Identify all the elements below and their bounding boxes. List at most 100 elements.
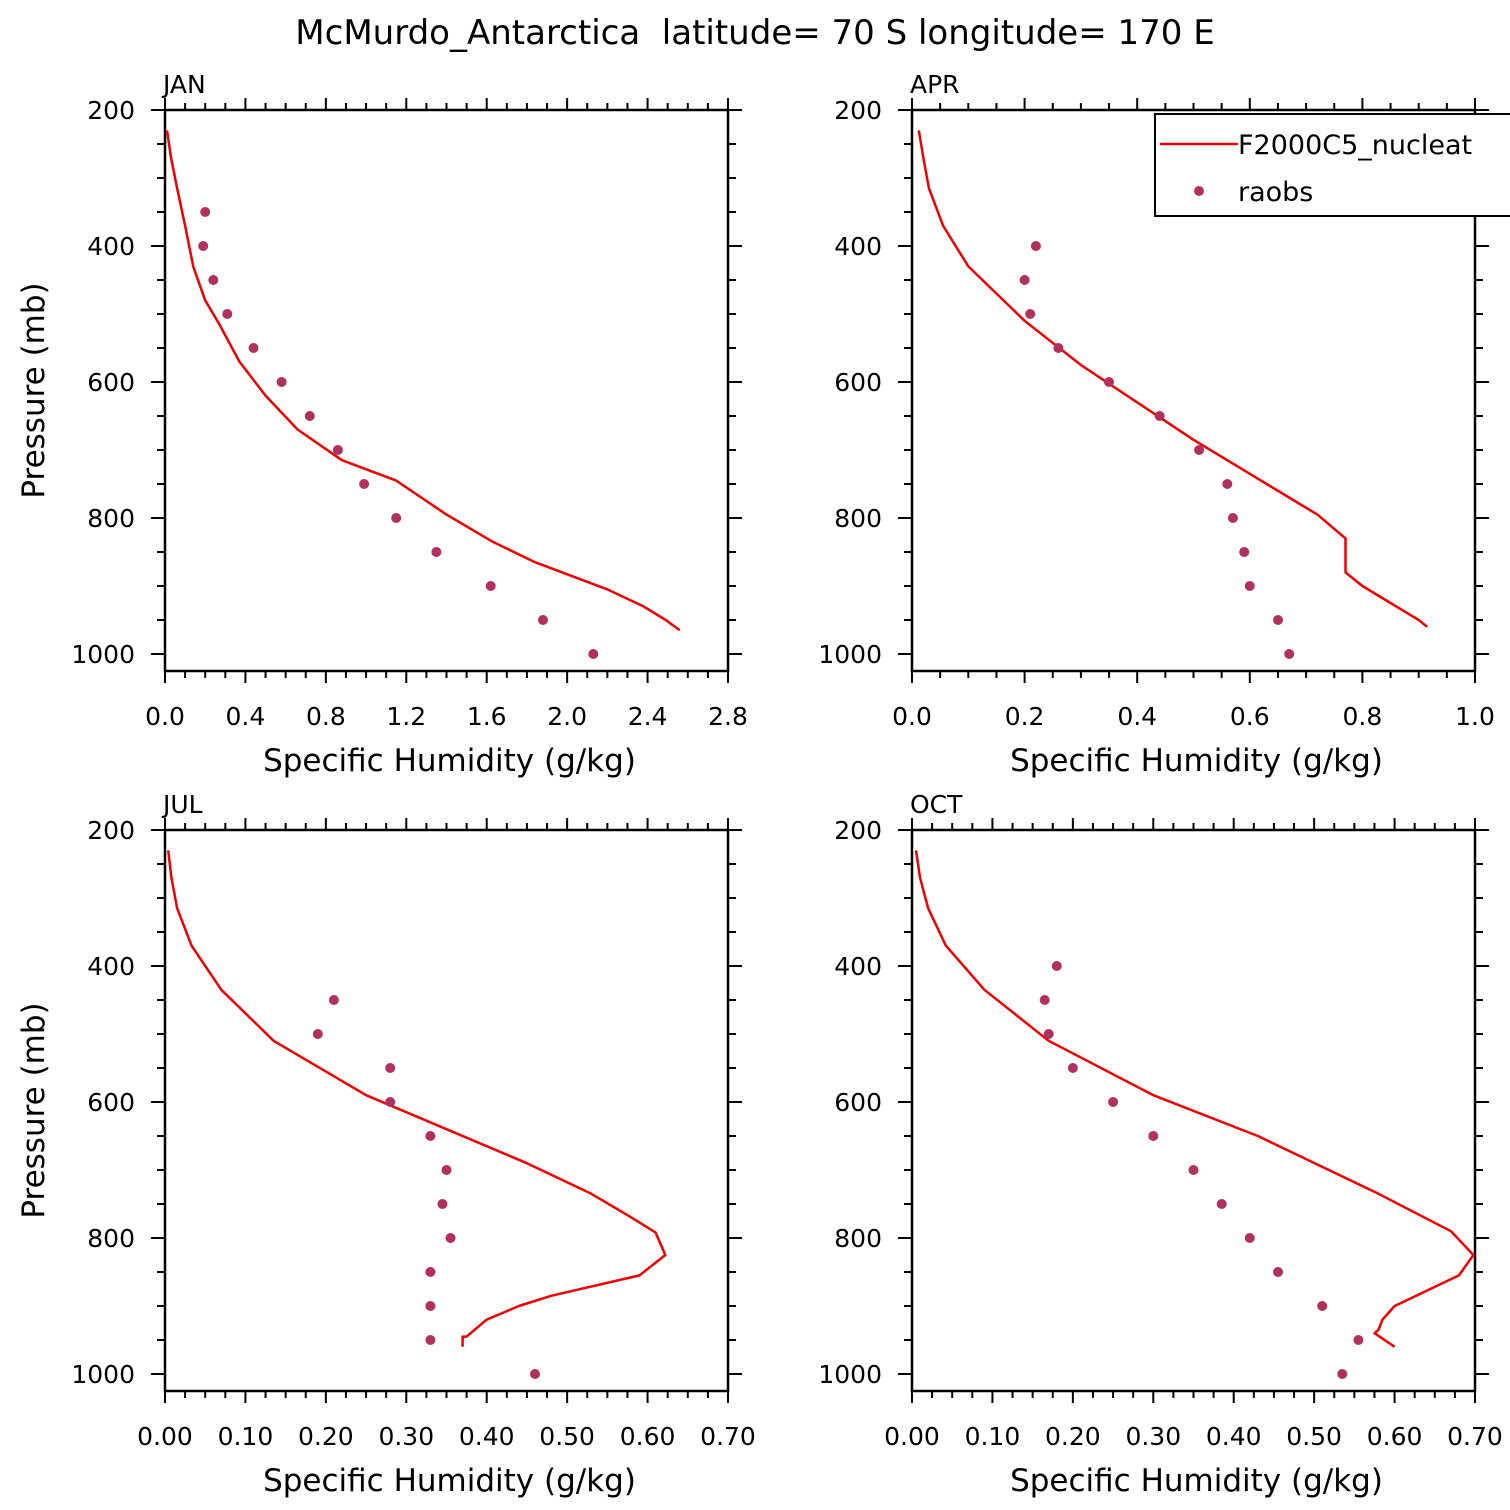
x-tick-label: 0.0 bbox=[145, 702, 185, 731]
obs-point bbox=[332, 445, 343, 455]
obs-point bbox=[431, 547, 442, 557]
x-tick-label: 0.70 bbox=[700, 1422, 756, 1451]
y-tick-label: 200 bbox=[87, 816, 135, 845]
x-axis-title: Specific Humidity (g/kg) bbox=[1010, 1463, 1383, 1499]
legend-obs-marker-sample bbox=[1194, 186, 1204, 196]
obs-point bbox=[1353, 1335, 1364, 1345]
obs-point bbox=[276, 377, 287, 387]
obs-point bbox=[1154, 411, 1165, 421]
y-tick-label: 600 bbox=[87, 368, 135, 397]
panel-label: OCT bbox=[910, 790, 963, 819]
y-tick-label: 800 bbox=[834, 504, 882, 533]
x-tick-label: 0.0 bbox=[892, 702, 932, 731]
panel-apr: 0.0 0.2 0.4 0.6 0.8 1.0 200 400 600 800 1000 APR Spe… bbox=[818, 70, 1495, 779]
obs-point bbox=[425, 1267, 436, 1277]
x-axis-title: Specific Humidity (g/kg) bbox=[263, 743, 636, 779]
obs-point bbox=[588, 649, 599, 659]
obs-point bbox=[1222, 479, 1233, 489]
obs-point bbox=[222, 309, 233, 319]
x-tick-label: 0.4 bbox=[1117, 702, 1157, 731]
obs-point bbox=[1273, 1267, 1283, 1277]
y-tick-label: 800 bbox=[87, 504, 135, 533]
y-tick-label: 400 bbox=[87, 952, 135, 981]
y-tick-label: 200 bbox=[834, 96, 882, 125]
obs-point bbox=[1244, 1233, 1255, 1243]
x-tick-label: 0.20 bbox=[1045, 1422, 1101, 1451]
obs-point bbox=[1216, 1199, 1227, 1209]
y-tick-label: 400 bbox=[87, 232, 135, 261]
plot-frame bbox=[163, 828, 730, 1393]
obs-point bbox=[1039, 995, 1050, 1005]
obs-point bbox=[1148, 1131, 1159, 1141]
y-tick-label: 400 bbox=[834, 952, 882, 981]
x-tick-label: 0.60 bbox=[1367, 1422, 1423, 1451]
x-tick-label: 0.8 bbox=[1343, 702, 1383, 731]
x-tick-label: 0.70 bbox=[1447, 1422, 1503, 1451]
obs-point bbox=[1337, 1369, 1348, 1379]
x-tick-label: 0.40 bbox=[459, 1422, 515, 1451]
y-tick-label: 1000 bbox=[818, 640, 882, 669]
x-tick-label: 0.8 bbox=[306, 702, 346, 731]
obs-point bbox=[1067, 1063, 1078, 1073]
model-series-line bbox=[914, 850, 1475, 1348]
x-tick-label: 2.0 bbox=[547, 702, 587, 731]
obs-point bbox=[425, 1335, 436, 1345]
x-tick-label: 0.10 bbox=[218, 1422, 274, 1451]
obs-point bbox=[248, 343, 259, 353]
obs-point bbox=[425, 1301, 436, 1311]
x-tick-label: 2.8 bbox=[708, 702, 748, 731]
x-tick-label: 2.4 bbox=[628, 702, 668, 731]
panel-jan: 0.0 0.4 0.8 1.2 1.6 2.0 2.4 2.8 200 400 600 800 1000… bbox=[16, 70, 748, 779]
obs-point bbox=[1043, 1029, 1054, 1039]
x-tick-label: 0.6 bbox=[1230, 702, 1270, 731]
figure-title: McMurdo_Antarctica latitude= 70 S longit… bbox=[295, 13, 1214, 53]
obs-point bbox=[441, 1165, 452, 1175]
obs-point bbox=[200, 207, 211, 217]
y-tick-label: 600 bbox=[834, 1088, 882, 1117]
obs-point bbox=[425, 1131, 436, 1141]
y-tick-label: 200 bbox=[834, 816, 882, 845]
model-series-line bbox=[917, 130, 1428, 628]
legend-model-label: F2000C5_nucleat bbox=[1238, 130, 1472, 161]
obs-point bbox=[1244, 581, 1255, 591]
y-axis-title: Pressure (mb) bbox=[16, 1002, 52, 1218]
obs-point bbox=[359, 479, 370, 489]
x-axis-title: Specific Humidity (g/kg) bbox=[263, 1463, 636, 1499]
x-tick-label: 0.00 bbox=[137, 1422, 193, 1451]
obs-point bbox=[304, 411, 315, 421]
x-tick-label: 0.30 bbox=[1125, 1422, 1181, 1451]
obs-point bbox=[1227, 513, 1238, 523]
obs-point bbox=[1108, 1097, 1119, 1107]
y-tick-label: 800 bbox=[87, 1224, 135, 1253]
x-tick-label: 0.20 bbox=[298, 1422, 354, 1451]
panel-oct: 0.00 0.10 0.20 0.30 0.40 0.50 0.60 0.70 200 400 60… bbox=[818, 790, 1502, 1499]
panel-label: JUL bbox=[161, 790, 203, 819]
obs-point bbox=[1239, 547, 1250, 557]
obs-point bbox=[445, 1233, 456, 1243]
x-tick-label: 0.10 bbox=[965, 1422, 1021, 1451]
obs-point bbox=[312, 1029, 323, 1039]
obs-point bbox=[437, 1199, 448, 1209]
model-series-line bbox=[165, 130, 681, 632]
panel-label: APR bbox=[910, 70, 960, 99]
obs-point bbox=[1030, 241, 1041, 251]
x-tick-label: 0.2 bbox=[1005, 702, 1045, 731]
panel-jul: 0.00 0.10 0.20 0.30 0.40 0.50 0.60 0.70 200 400 60… bbox=[16, 790, 756, 1499]
obs-point bbox=[1317, 1301, 1328, 1311]
panels-group: 0.0 0.4 0.8 1.2 1.6 2.0 2.4 2.8 200 400 600 800 1000… bbox=[16, 70, 1503, 1499]
obs-point bbox=[1284, 649, 1295, 659]
x-tick-label: 1.0 bbox=[1455, 702, 1495, 731]
x-tick-label: 0.50 bbox=[1286, 1422, 1342, 1451]
model-series-line bbox=[166, 850, 667, 1347]
obs-point bbox=[391, 513, 402, 523]
y-tick-label: 1000 bbox=[71, 1360, 135, 1389]
y-tick-label: 800 bbox=[834, 1224, 882, 1253]
obs-point bbox=[385, 1097, 396, 1107]
x-tick-label: 0.00 bbox=[884, 1422, 940, 1451]
y-tick-label: 1000 bbox=[71, 640, 135, 669]
obs-point bbox=[1104, 377, 1114, 387]
obs-point bbox=[530, 1369, 540, 1379]
obs-point bbox=[1194, 445, 1205, 455]
obs-point bbox=[198, 241, 209, 251]
